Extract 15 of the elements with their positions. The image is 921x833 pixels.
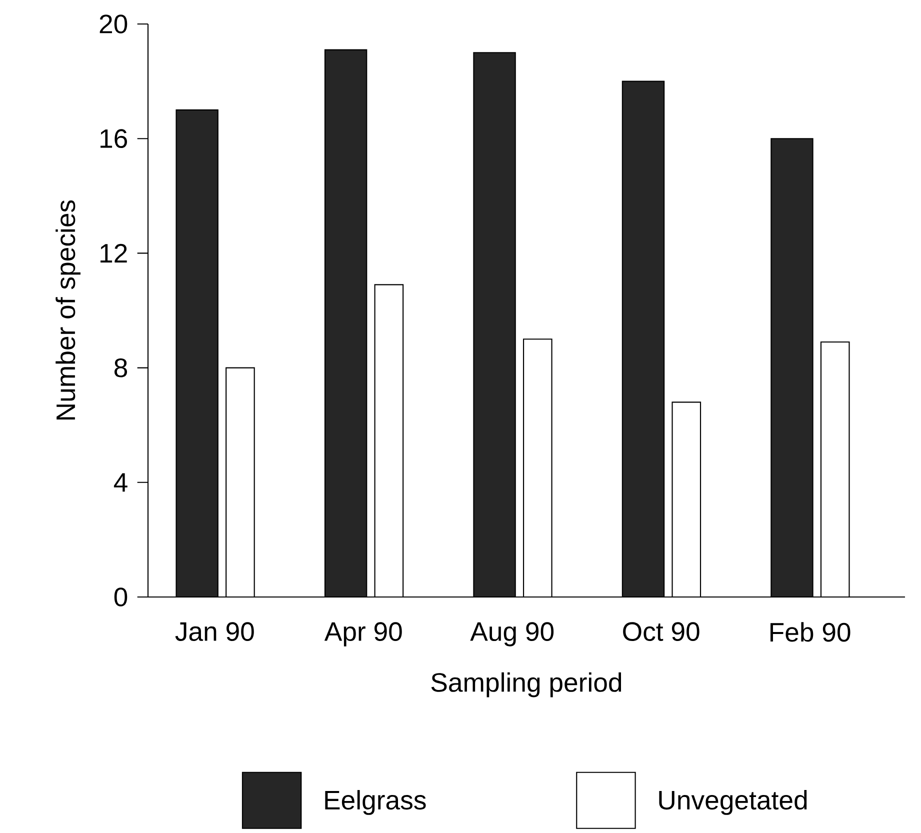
x-tick-label: Apr 90 bbox=[324, 622, 402, 646]
x-tick-label: Oct 90 bbox=[623, 622, 700, 642]
y-tick-label: 16 bbox=[100, 129, 127, 148]
x-axis-title: Sampling period bbox=[431, 672, 622, 698]
y-tick-label: 20 bbox=[100, 14, 128, 34]
y-tick-label: 0 bbox=[114, 588, 128, 606]
legend-label: Eelgrass bbox=[325, 790, 426, 815]
y-tick-label: 8 bbox=[114, 358, 128, 378]
y-axis-title: Number of species bbox=[56, 200, 80, 420]
x-tick-label: Aug 90 bbox=[470, 622, 554, 646]
x-tick-label: Feb 90 bbox=[770, 622, 850, 642]
x-tick-label: Jan 90 bbox=[175, 622, 254, 642]
y-tick-label: 12 bbox=[100, 244, 127, 263]
y-tick-label: 4 bbox=[114, 473, 128, 492]
legend-label: Unvegetated bbox=[659, 790, 807, 815]
